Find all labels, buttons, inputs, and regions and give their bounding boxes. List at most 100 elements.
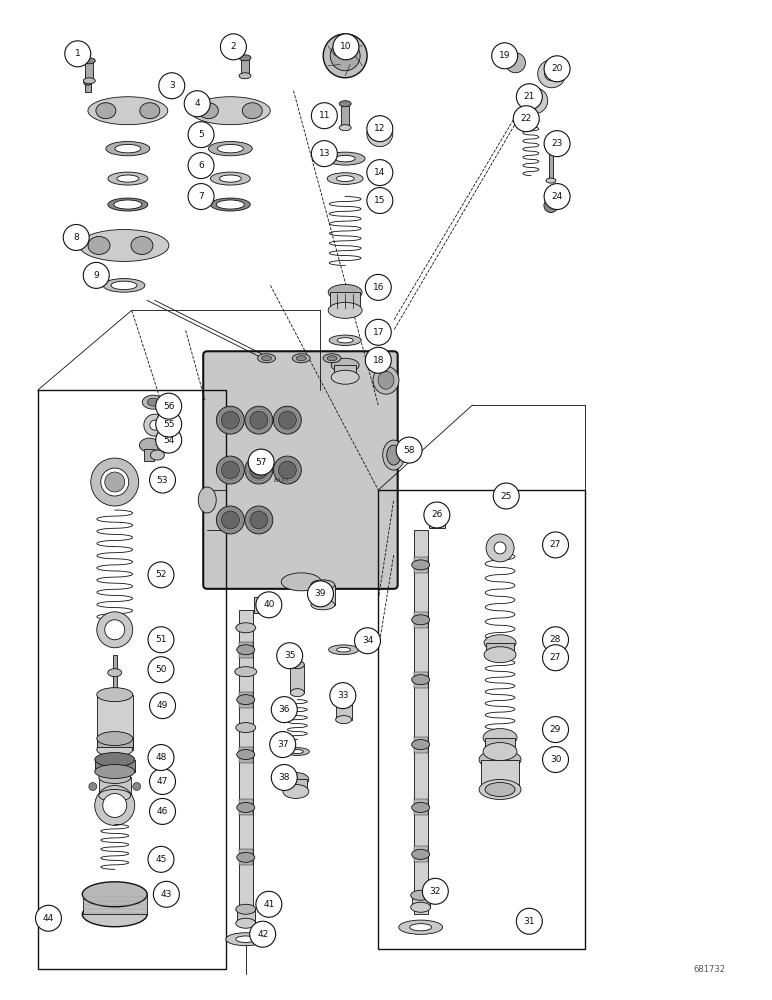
Bar xyxy=(414,799,428,815)
Ellipse shape xyxy=(325,152,365,165)
Circle shape xyxy=(89,782,96,790)
Bar xyxy=(414,530,428,914)
Ellipse shape xyxy=(410,924,432,931)
Ellipse shape xyxy=(225,933,266,946)
Text: 45: 45 xyxy=(155,855,167,864)
Text: 18: 18 xyxy=(373,356,384,365)
Ellipse shape xyxy=(337,647,350,652)
Bar xyxy=(428,512,445,528)
Ellipse shape xyxy=(485,782,515,796)
Ellipse shape xyxy=(373,366,399,394)
Circle shape xyxy=(91,458,139,506)
Ellipse shape xyxy=(198,487,216,513)
Circle shape xyxy=(156,393,181,419)
Text: 50: 50 xyxy=(155,665,167,674)
Circle shape xyxy=(216,506,244,534)
Circle shape xyxy=(273,456,301,484)
Circle shape xyxy=(159,73,185,99)
Circle shape xyxy=(516,908,542,934)
Circle shape xyxy=(492,43,518,69)
Ellipse shape xyxy=(336,716,351,724)
Text: 31: 31 xyxy=(523,917,535,926)
Ellipse shape xyxy=(328,284,362,300)
Ellipse shape xyxy=(115,144,141,153)
Bar xyxy=(486,643,514,655)
Ellipse shape xyxy=(328,302,362,318)
Ellipse shape xyxy=(235,623,256,633)
Text: 55: 55 xyxy=(163,420,174,429)
Ellipse shape xyxy=(296,356,306,361)
Ellipse shape xyxy=(283,784,309,798)
Circle shape xyxy=(522,88,547,114)
Circle shape xyxy=(333,34,359,60)
Bar xyxy=(311,585,335,605)
Circle shape xyxy=(250,511,268,529)
Circle shape xyxy=(323,34,367,78)
Circle shape xyxy=(367,121,393,147)
Circle shape xyxy=(245,456,273,484)
Ellipse shape xyxy=(142,395,164,409)
Ellipse shape xyxy=(108,172,147,185)
Ellipse shape xyxy=(237,852,255,862)
Text: 40: 40 xyxy=(263,600,275,609)
Ellipse shape xyxy=(336,686,351,694)
Ellipse shape xyxy=(83,58,95,64)
Ellipse shape xyxy=(96,688,133,702)
Circle shape xyxy=(150,693,175,719)
Circle shape xyxy=(148,627,174,653)
Circle shape xyxy=(103,793,127,817)
Ellipse shape xyxy=(411,890,431,900)
Ellipse shape xyxy=(479,779,521,799)
Text: C: C xyxy=(433,515,440,525)
Circle shape xyxy=(221,34,246,60)
Circle shape xyxy=(144,414,166,436)
Circle shape xyxy=(271,765,297,790)
Circle shape xyxy=(156,427,181,453)
Ellipse shape xyxy=(290,689,304,697)
Ellipse shape xyxy=(95,765,134,778)
Circle shape xyxy=(396,437,422,463)
Circle shape xyxy=(65,41,91,67)
Bar xyxy=(336,690,351,720)
Circle shape xyxy=(279,411,296,429)
Ellipse shape xyxy=(411,902,431,912)
Ellipse shape xyxy=(327,173,363,184)
Bar xyxy=(86,61,93,81)
Circle shape xyxy=(367,188,393,214)
Text: 26: 26 xyxy=(432,510,442,519)
Text: 46: 46 xyxy=(157,807,168,816)
Circle shape xyxy=(543,645,568,671)
Circle shape xyxy=(148,846,174,872)
Circle shape xyxy=(311,103,337,129)
Bar xyxy=(290,665,304,693)
Bar xyxy=(239,642,252,658)
Circle shape xyxy=(545,67,559,81)
Circle shape xyxy=(486,534,514,562)
Circle shape xyxy=(365,274,391,300)
Ellipse shape xyxy=(147,398,159,406)
Ellipse shape xyxy=(83,58,93,64)
Bar xyxy=(485,738,515,752)
Ellipse shape xyxy=(411,615,430,625)
Ellipse shape xyxy=(79,229,169,261)
Ellipse shape xyxy=(110,690,119,696)
Circle shape xyxy=(105,620,125,640)
Circle shape xyxy=(367,160,393,186)
Text: 44: 44 xyxy=(43,914,54,923)
Circle shape xyxy=(269,732,296,758)
Bar xyxy=(38,390,226,969)
Ellipse shape xyxy=(411,675,430,685)
Text: 33: 33 xyxy=(337,691,349,700)
Circle shape xyxy=(245,406,273,434)
Circle shape xyxy=(273,406,301,434)
Text: 48: 48 xyxy=(155,753,167,762)
Circle shape xyxy=(367,116,393,142)
Bar xyxy=(549,146,553,181)
Text: 32: 32 xyxy=(430,887,441,896)
Text: 681732: 681732 xyxy=(693,965,725,974)
Circle shape xyxy=(222,511,239,529)
Bar xyxy=(411,895,430,907)
Bar xyxy=(481,760,519,789)
Ellipse shape xyxy=(191,97,270,125)
Ellipse shape xyxy=(99,772,130,783)
